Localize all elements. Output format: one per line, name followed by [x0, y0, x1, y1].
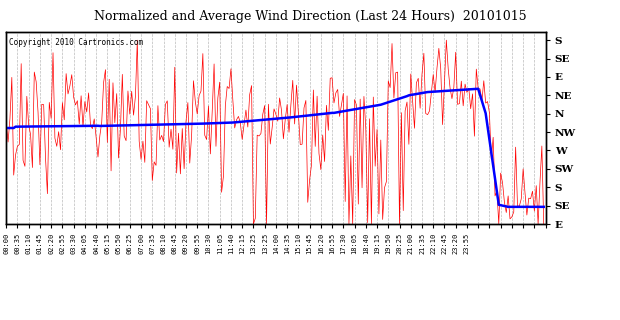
Text: Normalized and Average Wind Direction (Last 24 Hours)  20101015: Normalized and Average Wind Direction (L…	[94, 10, 526, 23]
Text: Copyright 2010 Cartronics.com: Copyright 2010 Cartronics.com	[9, 38, 143, 47]
